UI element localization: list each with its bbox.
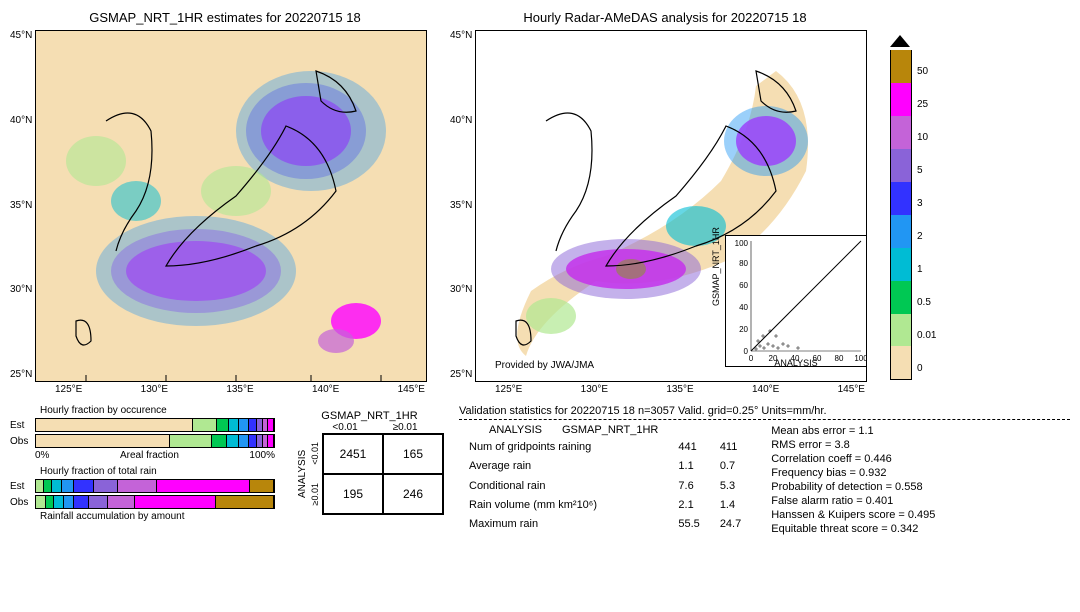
left-map-panel: GSMAP_NRT_1HR estimates for 20220715 18 … bbox=[10, 10, 440, 395]
occ-obs-bar bbox=[35, 434, 275, 448]
inset-scatter: 0 20 40 60 80 100 0 20 40 60 80 100 bbox=[725, 235, 867, 367]
left-map-xticks: 125°E 130°E 135°E 140°E 145°E bbox=[50, 382, 430, 395]
svg-text:0: 0 bbox=[744, 347, 749, 356]
right-map-title: Hourly Radar-AMeDAS analysis for 2022071… bbox=[450, 10, 880, 25]
occ-title: Hourly fraction by occurence bbox=[40, 405, 280, 416]
bottom-row: Hourly fraction by occurence Est Obs 0% … bbox=[10, 405, 1070, 536]
top-row: GSMAP_NRT_1HR estimates for 20220715 18 … bbox=[10, 10, 1070, 395]
colorbar: 50251053210.50.010 bbox=[890, 35, 936, 395]
right-map-panel: Hourly Radar-AMeDAS analysis for 2022071… bbox=[450, 10, 880, 395]
occ-est-bar bbox=[35, 418, 275, 432]
contingency-col-title: GSMAP_NRT_1HR bbox=[295, 410, 444, 422]
left-map-svg bbox=[35, 30, 427, 382]
rain-obs-bar bbox=[35, 495, 275, 509]
contingency-table: 2451 165 195 246 bbox=[322, 433, 444, 515]
left-map-title: GSMAP_NRT_1HR estimates for 20220715 18 bbox=[10, 10, 440, 25]
contingency-row-title: ANALYSIS bbox=[295, 433, 310, 515]
contingency-panel: GSMAP_NRT_1HR <0.01 ≥0.01 ANALYSIS <0.01… bbox=[295, 410, 444, 536]
svg-text:60: 60 bbox=[739, 281, 748, 290]
stats-panel: Validation statistics for 20220715 18 n=… bbox=[459, 405, 1070, 536]
svg-text:20: 20 bbox=[739, 325, 748, 334]
svg-text:40: 40 bbox=[739, 303, 748, 312]
right-map-xticks: 125°E 130°E 135°E 140°E 145°E bbox=[490, 382, 870, 395]
rain-est-bar bbox=[35, 479, 275, 493]
rainfall-caption: Rainfall accumulation by amount bbox=[40, 511, 280, 522]
stats-title: Validation statistics for 20220715 18 n=… bbox=[459, 405, 1070, 420]
rain-title: Hourly fraction of total rain bbox=[40, 466, 280, 477]
inset-xlabel: ANALYSIS bbox=[726, 358, 866, 368]
metrics-list: Mean abs error = 1.1RMS error = 3.8Corre… bbox=[771, 424, 935, 536]
svg-text:100: 100 bbox=[735, 239, 749, 248]
left-map-yticks: 45°N 40°N 35°N 30°N 25°N bbox=[10, 30, 35, 380]
right-map-yticks: 45°N 40°N 35°N 30°N 25°N bbox=[450, 30, 475, 380]
provided-by-label: Provided by JWA/JMA bbox=[495, 360, 594, 371]
stats-table: ANALYSIS GSMAP_NRT_1HR Num of gridpoints… bbox=[459, 424, 751, 536]
fraction-charts: Hourly fraction by occurence Est Obs 0% … bbox=[10, 405, 280, 536]
svg-text:80: 80 bbox=[739, 259, 748, 268]
inset-ylabel: GSMAP_NRT_1HR bbox=[711, 227, 721, 306]
